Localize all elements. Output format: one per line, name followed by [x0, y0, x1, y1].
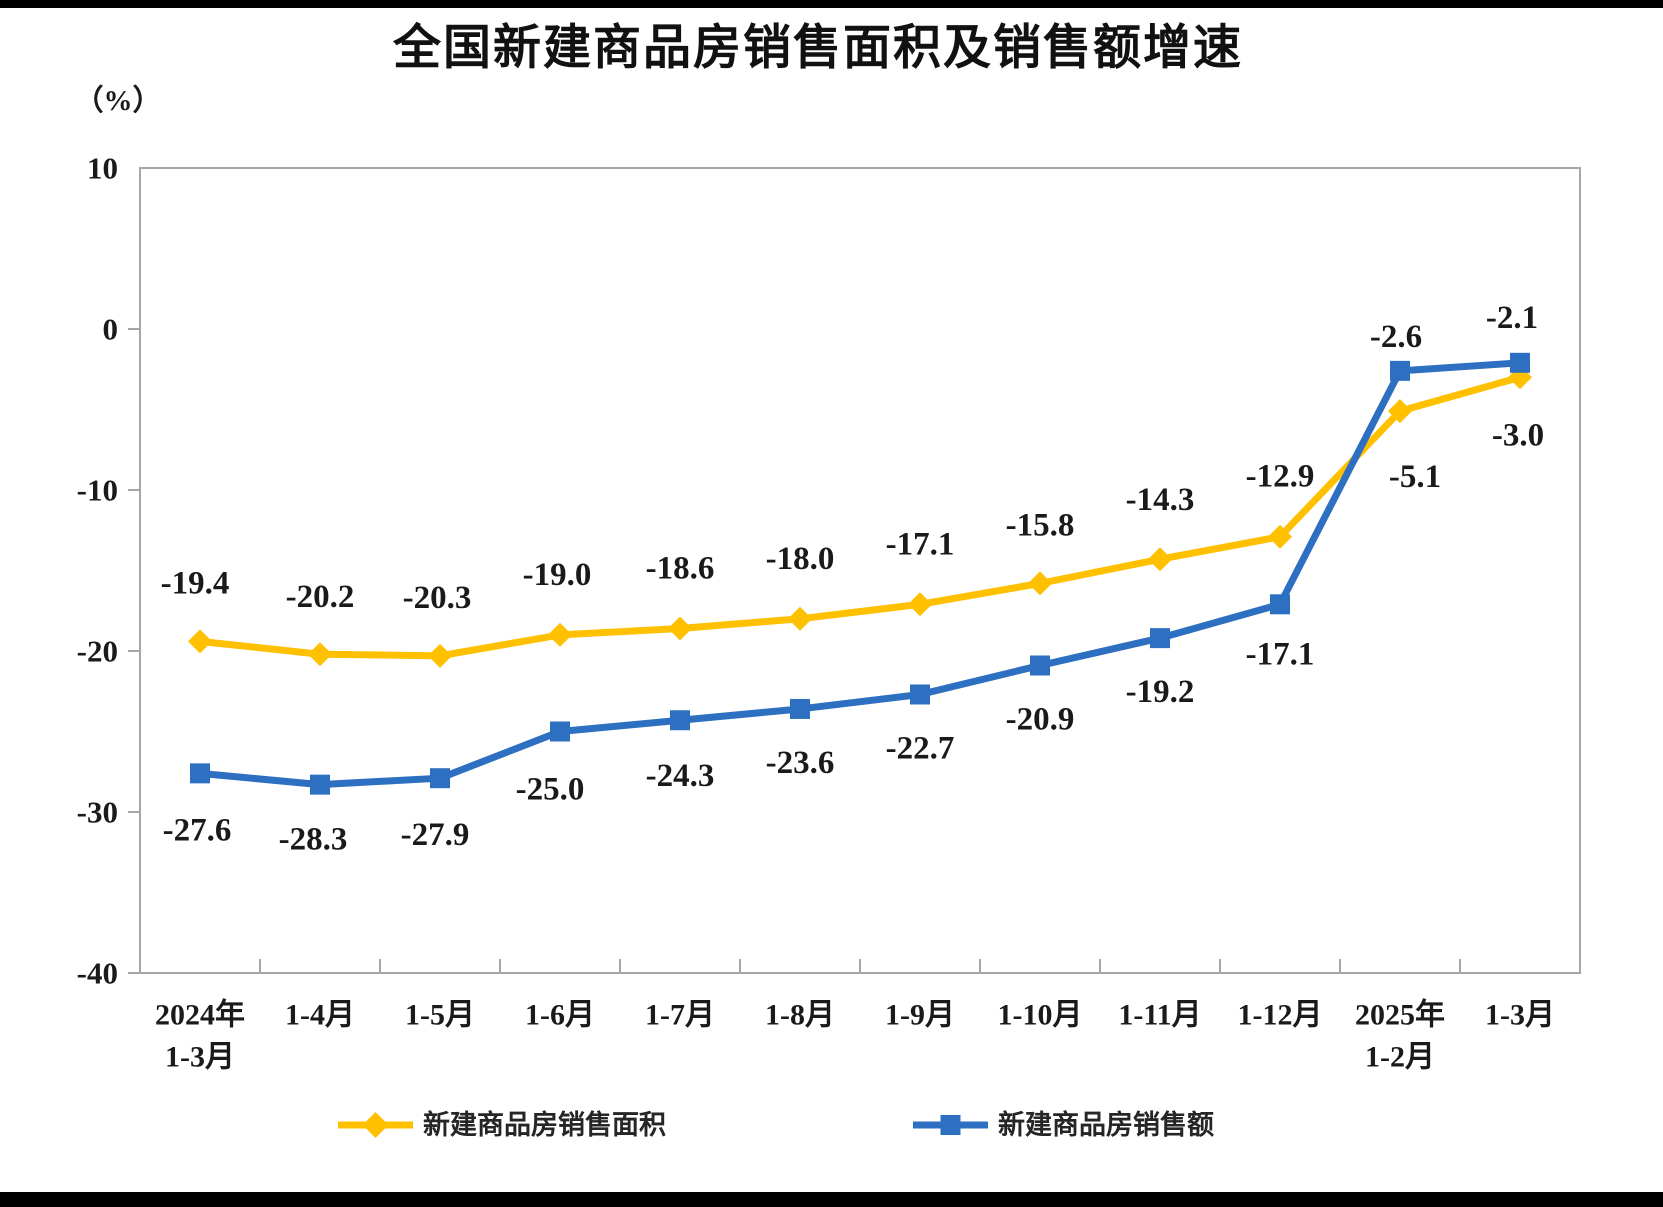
x-axis-category-label: 1-3月 [1485, 999, 1555, 1032]
x-axis-category-label: 1-3月 [165, 1041, 235, 1074]
data-point-label: -22.7 [886, 730, 955, 766]
data-point-marker-square [1150, 628, 1170, 649]
data-point-marker-diamond [668, 616, 692, 641]
y-axis-tick-label: 0 [103, 312, 119, 347]
data-point-label: -23.6 [766, 745, 835, 781]
data-point-marker-square [910, 684, 930, 705]
data-point-label: -24.3 [646, 758, 715, 794]
data-point-marker-square [550, 721, 570, 742]
x-axis-category-label: 1-6月 [525, 999, 595, 1032]
x-axis-category-label: 1-12月 [1238, 999, 1323, 1032]
data-point-marker-square [430, 768, 450, 789]
x-axis-category-label: 1-4月 [285, 999, 355, 1032]
y-axis-unit-label: （%） [74, 84, 161, 117]
data-point-label: -27.9 [401, 817, 470, 853]
data-point-label: -15.8 [1006, 507, 1075, 543]
data-point-marker-diamond [1268, 524, 1292, 549]
series-line-2 [196, 359, 1524, 789]
data-point-label: -18.0 [766, 541, 835, 577]
data-point-label: -17.1 [886, 526, 955, 562]
data-point-marker-square [670, 710, 690, 731]
legend-item: 新建商品房销售额 [913, 1109, 1214, 1140]
data-point-marker-diamond [1148, 547, 1172, 572]
data-point-label: -14.3 [1126, 482, 1195, 518]
data-point-label: -27.6 [163, 812, 232, 848]
data-point-label: -19.2 [1126, 674, 1195, 710]
data-point-marker-diamond [308, 642, 332, 667]
data-point-marker-diamond [188, 629, 212, 654]
data-point-label: -19.4 [161, 565, 230, 601]
top-border-bar [0, 0, 1663, 8]
legend-label: 新建商品房销售面积 [423, 1109, 666, 1140]
x-axis-category-label: 1-5月 [405, 999, 475, 1032]
data-point-marker-square [190, 763, 210, 784]
y-axis-tick-label: -40 [77, 956, 118, 991]
data-point-marker-diamond [788, 606, 812, 631]
series-line-1 [196, 373, 1524, 660]
plot-border [139, 167, 1581, 974]
data-point-label: -20.3 [403, 580, 472, 616]
legend-label: 新建商品房销售额 [998, 1109, 1214, 1140]
data-point-label: -2.6 [1370, 319, 1422, 355]
legend-marker-square [940, 1115, 961, 1135]
data-point-marker-square [1270, 594, 1290, 615]
data-point-label: -3.0 [1492, 417, 1544, 453]
data-point-marker-square [790, 698, 810, 719]
data-point-marker-square [1030, 655, 1050, 676]
x-axis-category-label: 1-11月 [1118, 999, 1201, 1032]
data-point-marker-square [310, 774, 330, 795]
data-point-marker-square [1390, 360, 1410, 381]
data-point-label: -19.0 [523, 557, 592, 593]
x-axis-category-label: 1-2月 [1365, 1041, 1435, 1074]
x-axis-category-label: 1-10月 [998, 999, 1083, 1032]
y-axis-tick-label: -10 [77, 473, 118, 508]
legend-marker-diamond [362, 1112, 389, 1138]
data-point-label: -28.3 [279, 822, 348, 858]
x-axis-category-label: 1-7月 [645, 999, 715, 1032]
x-axis-category-label: 1-8月 [765, 999, 835, 1032]
y-axis-tick-label: -30 [77, 795, 118, 830]
data-point-label: -18.6 [646, 550, 715, 586]
y-axis-tick-label: -20 [77, 634, 118, 669]
legend-item: 新建商品房销售面积 [338, 1109, 666, 1140]
x-axis-category-label: 2025年 [1355, 999, 1445, 1032]
data-point-marker-diamond [1028, 571, 1052, 596]
data-point-marker-diamond [1388, 399, 1412, 424]
data-point-marker-diamond [908, 592, 932, 617]
x-axis-category-label: 1-9月 [885, 999, 955, 1032]
data-point-label: -25.0 [516, 772, 585, 808]
data-point-marker-diamond [548, 622, 572, 647]
data-point-label: -12.9 [1246, 459, 1315, 495]
data-point-label: -20.9 [1006, 701, 1075, 737]
data-point-marker-square [1510, 352, 1530, 373]
data-point-label: -5.1 [1389, 459, 1441, 495]
data-point-label: -20.2 [286, 579, 355, 615]
data-point-label: -17.1 [1246, 636, 1315, 672]
chart-title: 全国新建商品房销售面积及销售额增速 [392, 21, 1243, 75]
data-point-label: -2.1 [1486, 300, 1538, 336]
data-point-marker-diamond [428, 643, 452, 668]
y-axis-tick-label: 10 [87, 151, 118, 186]
bottom-border-bar [0, 1192, 1663, 1207]
x-axis-category-label: 2024年 [155, 999, 245, 1032]
